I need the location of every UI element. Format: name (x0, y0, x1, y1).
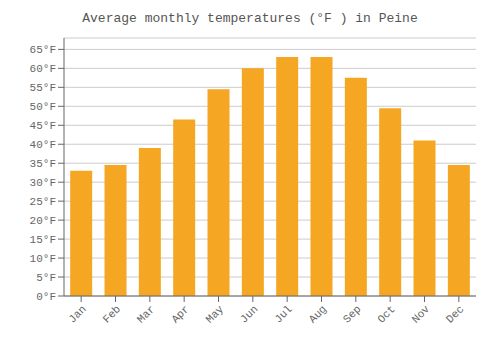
svg-text:Jan: Jan (66, 303, 88, 325)
svg-text:Nov: Nov (410, 303, 433, 326)
html-text:Average monthly temperatures (: Average monthly temperatures (°F ) in Pe… (82, 11, 418, 26)
svg-text:25°F: 25°F (30, 196, 56, 208)
svg-text:65°F: 65°F (30, 44, 56, 56)
svg-text:20°F: 20°F (30, 215, 56, 227)
svg-text:40°F: 40°F (30, 139, 56, 151)
svg-text:Jun: Jun (238, 303, 260, 325)
svg-text:55°F: 55°F (30, 82, 56, 94)
svg-text:35°F: 35°F (30, 158, 56, 170)
svg-text:45°F: 45°F (30, 120, 56, 132)
svg-text:Jul: Jul (272, 303, 294, 325)
svg-text:5°F: 5°F (36, 272, 56, 284)
svg-text:May: May (204, 303, 227, 326)
svg-text:Mar: Mar (135, 303, 157, 325)
svg-text:Dec: Dec (444, 303, 466, 325)
svg-text:Aug: Aug (307, 303, 329, 325)
svg-text:10°F: 10°F (30, 253, 56, 265)
svg-text:Sep: Sep (341, 303, 363, 325)
svg-text:0°F: 0°F (36, 291, 56, 303)
svg-text:30°F: 30°F (30, 177, 56, 189)
svg-text:60°F: 60°F (30, 63, 56, 75)
svg-text:50°F: 50°F (30, 101, 56, 113)
svg-text:15°F: 15°F (30, 234, 56, 246)
svg-text:Apr: Apr (169, 303, 191, 325)
svg-text:Oct: Oct (375, 303, 397, 325)
svg-text:Feb: Feb (101, 303, 123, 325)
